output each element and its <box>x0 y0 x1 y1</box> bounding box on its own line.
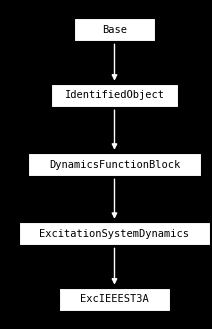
Text: ExcitationSystemDynamics: ExcitationSystemDynamics <box>39 229 190 239</box>
FancyBboxPatch shape <box>19 222 210 245</box>
FancyBboxPatch shape <box>51 84 178 107</box>
Text: IdentifiedObject: IdentifiedObject <box>64 90 165 100</box>
FancyBboxPatch shape <box>74 18 155 41</box>
Text: DynamicsFunctionBlock: DynamicsFunctionBlock <box>49 160 180 169</box>
Text: Base: Base <box>102 25 127 35</box>
Text: ExcIEEEST3A: ExcIEEEST3A <box>80 294 149 304</box>
FancyBboxPatch shape <box>28 153 201 176</box>
FancyBboxPatch shape <box>59 288 170 311</box>
